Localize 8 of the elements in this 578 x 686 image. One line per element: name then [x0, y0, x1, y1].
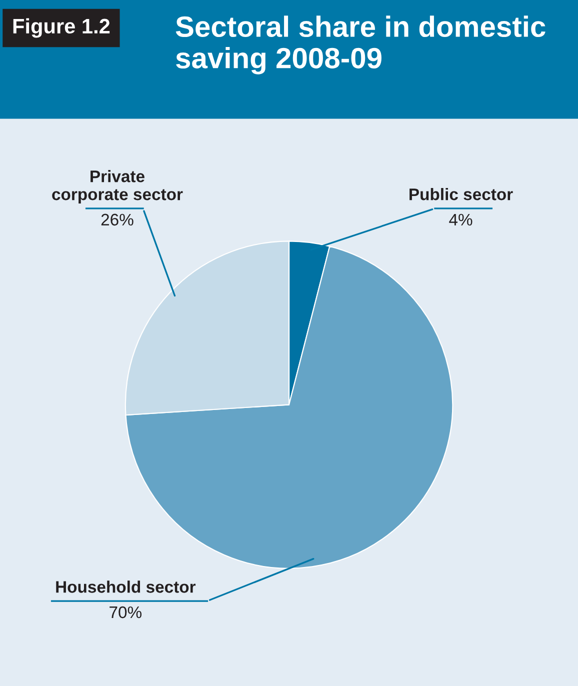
slice-label: Household sector	[56, 580, 196, 593]
chart-title: Sectoral share in domestic saving 2008-09	[176, 16, 546, 74]
data-label: 4%	[449, 214, 472, 226]
data-label: 26%	[101, 214, 134, 226]
slice-label: Private corporate sector	[52, 170, 183, 204]
data-label: 70%	[110, 606, 142, 618]
caption: Figure 1.2	[13, 18, 110, 38]
slice-label: Public sector	[410, 188, 513, 200]
